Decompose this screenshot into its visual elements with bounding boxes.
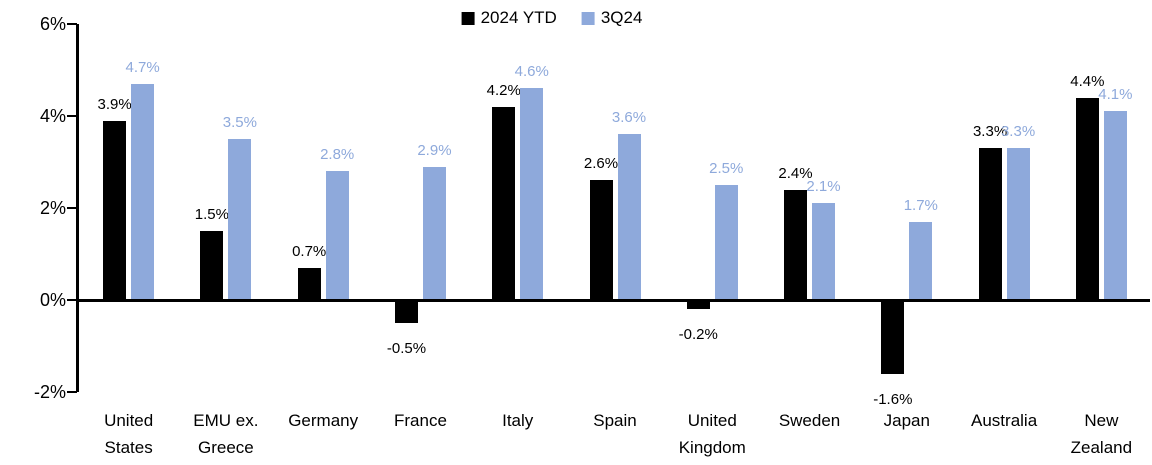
- value-label: 1.7%: [903, 196, 938, 214]
- bar-3q24-9: [909, 221, 933, 300]
- bar-3q24-7: [714, 185, 738, 300]
- value-label: 2.4%: [778, 164, 813, 182]
- value-label: 3.3%: [1000, 123, 1036, 141]
- y-axis-tick: [67, 299, 77, 301]
- value-label: -0.5%: [386, 340, 427, 357]
- value-label: 3.5%: [222, 114, 257, 131]
- value-label: 2.1%: [806, 178, 841, 196]
- x-axis-zero-line: [78, 299, 1150, 302]
- x-axis-category-label: Australia: [971, 411, 1038, 430]
- bar-2024-ytd-4: [394, 300, 418, 323]
- bar-2024-ytd-10: [978, 148, 1002, 300]
- legend-marker-2024-ytd-icon: [461, 11, 475, 25]
- x-axis-category-label: Sweden: [778, 411, 841, 430]
- value-label: 2.5%: [709, 160, 744, 177]
- y-axis-tick-label: -2%: [33, 382, 66, 402]
- y-axis-line: [76, 24, 79, 392]
- x-axis-category-label: Japan: [883, 411, 930, 430]
- value-label: 4.7%: [125, 58, 160, 76]
- y-axis-tick: [67, 391, 77, 393]
- bar-2024-ytd-2: [200, 231, 224, 300]
- bar-2024-ytd-5: [492, 106, 516, 300]
- y-axis-tick-label: 2%: [39, 198, 66, 218]
- bar-3q24-1: [131, 83, 155, 300]
- value-label: -0.2%: [678, 326, 718, 344]
- bar-2024-ytd-6: [589, 180, 613, 300]
- legend-item-2024-ytd: 2024 YTD: [461, 8, 557, 28]
- bar-3q24-11: [1103, 111, 1127, 300]
- x-axis-category-label: EMU ex. Greece: [193, 411, 259, 457]
- value-label: 2.9%: [417, 141, 452, 159]
- value-label: 3.3%: [972, 123, 1008, 141]
- value-label: 3.9%: [97, 95, 132, 113]
- value-label: 4.4%: [1070, 72, 1105, 90]
- bar-3q24-6: [617, 134, 641, 300]
- x-axis-category-label: United Kingdom: [678, 411, 746, 457]
- x-axis-category-label: United States: [104, 411, 154, 457]
- value-label: 2.6%: [583, 155, 619, 173]
- bar-3q24-4: [422, 166, 446, 300]
- bar-3q24-8: [812, 203, 836, 300]
- value-label: 4.1%: [1098, 86, 1133, 104]
- value-label: 4.2%: [486, 81, 521, 99]
- bar-2024-ytd-9: [881, 300, 905, 374]
- y-axis-tick-label: 6%: [39, 14, 66, 34]
- value-label: 1.5%: [194, 206, 229, 223]
- value-label: 0.7%: [292, 242, 327, 260]
- x-axis-category-label: New Zealand: [1070, 411, 1133, 457]
- bar-2024-ytd-3: [297, 267, 321, 300]
- bar-3q24-2: [228, 139, 252, 300]
- y-axis-tick: [67, 207, 77, 209]
- bar-3q24-10: [1006, 148, 1030, 300]
- legend-item-3q24: 3Q24: [581, 8, 643, 28]
- legend-label-2024-ytd: 2024 YTD: [480, 8, 557, 27]
- y-axis-tick-label: 4%: [39, 106, 66, 126]
- value-label: 4.6%: [514, 63, 549, 81]
- x-axis-category-label: Spain: [593, 411, 637, 430]
- value-label: 3.6%: [611, 109, 647, 127]
- bar-2024-ytd-8: [784, 189, 808, 300]
- chart-legend: 2024 YTD 3Q24: [461, 8, 643, 28]
- value-label: 2.8%: [320, 146, 355, 164]
- x-axis-category-label: Italy: [502, 411, 534, 430]
- value-label: -1.6%: [873, 390, 913, 408]
- x-axis-category-label: France: [393, 411, 447, 430]
- y-axis-tick: [67, 23, 77, 25]
- y-axis-tick-label: 0%: [39, 290, 66, 310]
- bar-2024-ytd-1: [103, 120, 127, 300]
- bar-2024-ytd-11: [1075, 97, 1099, 300]
- y-axis-tick: [67, 115, 77, 117]
- bar-3q24-3: [325, 171, 349, 300]
- legend-marker-3q24-icon: [581, 11, 595, 25]
- bar-3q24-5: [520, 88, 544, 300]
- x-axis-category-label: Germany: [288, 411, 359, 430]
- bar-2024-ytd-7: [686, 300, 710, 310]
- legend-label-3q24: 3Q24: [600, 8, 643, 27]
